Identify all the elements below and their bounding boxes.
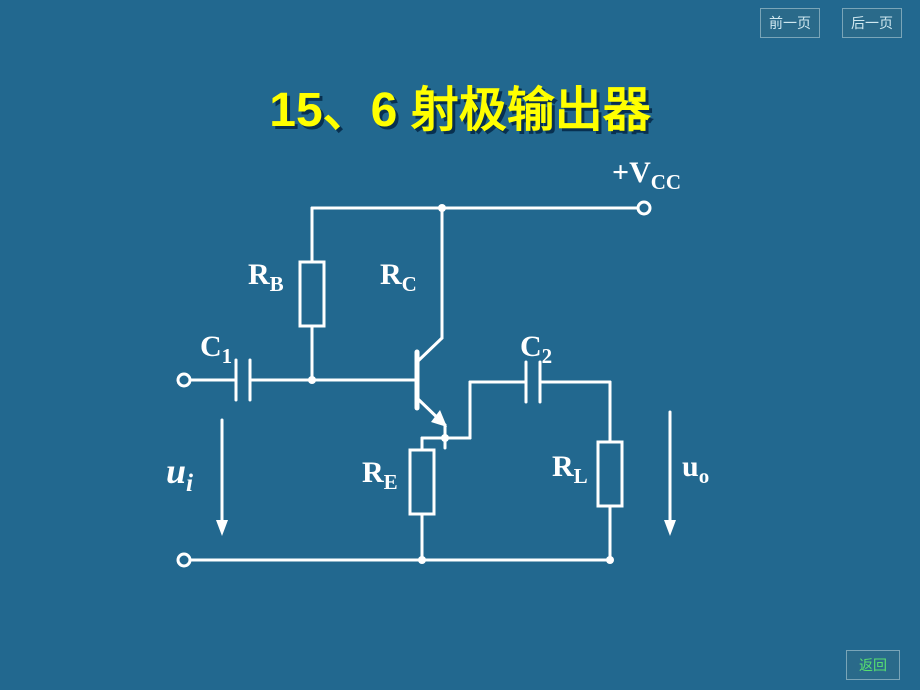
label-re: RE xyxy=(362,456,398,495)
label-rl: RL xyxy=(552,450,588,489)
label-uo: uo xyxy=(682,450,709,489)
next-button[interactable]: 后一页 xyxy=(842,8,902,38)
page-title: 15、6 射极输出器 xyxy=(0,70,920,140)
label-rc: RC xyxy=(380,258,417,297)
prev-button[interactable]: 前一页 xyxy=(760,8,820,38)
return-button[interactable]: 返回 xyxy=(846,650,900,680)
label-rb: RB xyxy=(248,258,284,297)
circuit-diagram: +VCC RB RC C1 C2 RE RL ui uo xyxy=(140,160,780,620)
label-vcc: +VCC xyxy=(612,156,681,195)
label-ui: ui xyxy=(166,450,193,498)
label-c2: C2 xyxy=(520,330,552,369)
label-c1: C1 xyxy=(200,330,232,369)
